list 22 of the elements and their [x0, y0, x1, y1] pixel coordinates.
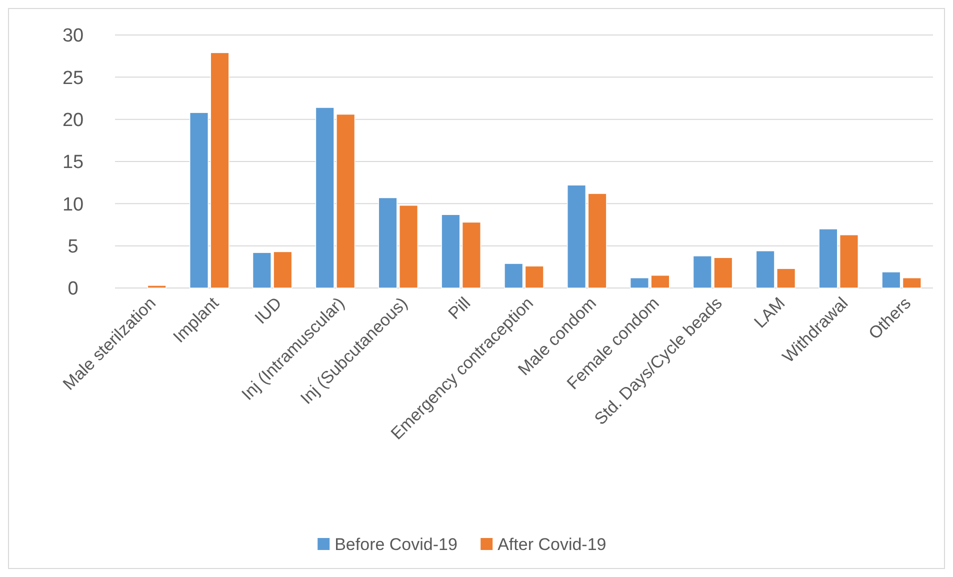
y-tick-label: 30 — [62, 26, 84, 47]
bar — [441, 214, 460, 288]
bar — [818, 228, 838, 288]
bar — [147, 285, 166, 288]
bar — [190, 112, 208, 288]
y-tick-label: 25 — [62, 68, 84, 89]
y-tick-label: 10 — [62, 194, 84, 216]
bar — [524, 266, 544, 288]
bar — [588, 193, 607, 288]
bar — [902, 278, 922, 288]
bar — [210, 52, 230, 288]
bar — [840, 234, 858, 288]
bar — [882, 272, 901, 288]
legend-label: After Covid-19 — [498, 534, 606, 554]
y-tick-label: 0 — [68, 278, 78, 300]
bar — [504, 263, 524, 288]
legend-label: Before Covid-19 — [334, 534, 458, 554]
bar — [462, 222, 481, 288]
y-tick-label: 5 — [68, 236, 78, 258]
bar — [567, 184, 586, 288]
y-tick-label: 15 — [62, 152, 84, 174]
y-tick-label: 20 — [62, 110, 84, 131]
